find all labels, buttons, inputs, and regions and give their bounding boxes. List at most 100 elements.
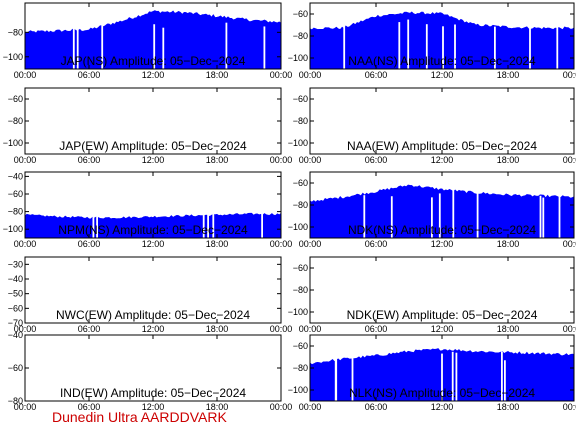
signal-dropout — [202, 197, 205, 238]
signal-series — [310, 348, 574, 401]
y-tick-label: −80 — [8, 207, 23, 217]
x-tick-label: 06:00 — [365, 402, 388, 412]
y-tick-label: −80 — [8, 116, 23, 126]
x-tick-label: 12:00 — [431, 324, 454, 334]
signal-dropout — [261, 192, 263, 238]
x-tick-label: 18:00 — [497, 239, 520, 249]
signal-series — [25, 10, 281, 69]
signal-dropout — [452, 190, 455, 238]
y-tick-label: −80 — [8, 396, 23, 406]
plot-area — [25, 257, 281, 323]
x-tick-label: 00:00 — [563, 324, 576, 334]
signal-dropout — [343, 21, 346, 69]
panel-title: NPM(NS) Amplitude: 05−Dec−2024 — [58, 223, 248, 237]
x-tick-label: 00:00 — [270, 324, 293, 334]
x-tick-label: 00:00 — [270, 70, 293, 80]
x-tick-label: 12:00 — [431, 70, 454, 80]
panel-title: NLK(NS) Amplitude: 05−Dec−2024 — [349, 386, 535, 400]
plot-area — [25, 88, 281, 154]
signal-dropout — [263, 26, 266, 69]
signal-dropout — [425, 24, 428, 69]
y-tick-label: −100 — [288, 222, 308, 232]
signal-dropout — [438, 193, 441, 238]
y-tick-label: −60 — [293, 9, 308, 19]
y-tick-label: −60 — [293, 94, 308, 104]
x-tick-label: 00:00 — [563, 155, 576, 165]
signal-dropout — [476, 192, 479, 238]
signal-dropout — [529, 24, 531, 69]
x-tick-label: 12:00 — [142, 324, 165, 334]
panel-title: JAP(EW) Amplitude: 05−Dec−2024 — [59, 139, 247, 153]
y-tick-label: −80 — [293, 31, 308, 41]
x-tick-label: 12:00 — [142, 70, 165, 80]
signal-dropout — [207, 193, 209, 238]
y-tick-label: −60 — [8, 363, 23, 373]
signal-dropout — [225, 22, 228, 69]
x-tick-label: 18:00 — [206, 70, 229, 80]
x-tick-label: 12:00 — [142, 239, 165, 249]
x-tick-label: 12:00 — [431, 239, 454, 249]
signal-dropout — [431, 197, 433, 238]
signal-dropout — [92, 192, 95, 238]
x-tick-label: 06:00 — [78, 239, 101, 249]
panel-2: −60 −80 −100 00:00 06:00 12:00 18:00 00:00 NAA(N… — [288, 2, 576, 80]
x-tick-label: 00:00 — [563, 239, 576, 249]
y-tick-label: −50 — [8, 289, 23, 299]
signal-dropout — [212, 195, 215, 238]
chart-panels: −80 −100 00:00 06:00 12:00 18:00 00:00 JAP(NS) … — [3, 2, 576, 412]
y-tick-label: −100 — [288, 138, 308, 148]
panel-4: −60 −80 −100 00:00 06:00 12:00 18:00 00:00 NAA(E… — [288, 87, 576, 165]
x-tick-label: 00:00 — [14, 155, 37, 165]
x-tick-label: 12:00 — [431, 402, 454, 412]
x-tick-label: 12:00 — [142, 155, 165, 165]
y-tick-label: −80 — [8, 27, 23, 37]
x-tick-label: 00:00 — [299, 402, 322, 412]
y-tick-label: −100 — [288, 385, 308, 395]
x-tick-label: 18:00 — [497, 324, 520, 334]
panel-title: NDK(EW) Amplitude: 05−Dec−2024 — [347, 308, 538, 322]
panel-title: NWC(EW) Amplitude: 05−Dec−2024 — [56, 308, 250, 322]
signal-dropout — [390, 196, 393, 238]
x-tick-label: 06:00 — [78, 324, 101, 334]
signal-dropout — [454, 24, 456, 69]
signal-dropout — [398, 22, 401, 69]
signal-dropout — [455, 352, 458, 401]
x-tick-label: 06:00 — [365, 155, 388, 165]
y-tick-label: −80 — [293, 285, 308, 295]
signal-dropout — [556, 26, 559, 69]
y-tick-label: −40 — [8, 171, 23, 181]
signal-dropout — [407, 19, 410, 69]
signal-dropout — [558, 194, 561, 238]
x-tick-label: 00:00 — [270, 239, 293, 249]
x-tick-label: 00:00 — [299, 70, 322, 80]
panel-title: JAP(NS) Amplitude: 05−Dec−2024 — [61, 54, 246, 68]
x-tick-label: 18:00 — [497, 70, 520, 80]
x-tick-label: 12:00 — [142, 402, 165, 412]
x-tick-label: 00:00 — [299, 324, 322, 334]
x-tick-label: 00:00 — [14, 70, 37, 80]
panel-8: −60 −80 −100 00:00 06:00 12:00 18:00 00:00 NDK(E… — [288, 256, 576, 334]
panel-5: −40 −60 −80 −100 00:00 06:00 12:00 18:00 00:00 NP… — [3, 171, 293, 249]
signal-dropout — [441, 353, 443, 401]
signal-fill — [310, 11, 574, 69]
x-tick-label: 18:00 — [497, 155, 520, 165]
x-tick-label: 00:00 — [563, 70, 576, 80]
x-tick-label: 00:00 — [563, 402, 576, 412]
signal-dropout — [542, 197, 545, 238]
signal-dropout — [101, 22, 104, 69]
signal-dropout — [96, 192, 98, 238]
x-tick-label: 12:00 — [431, 155, 454, 165]
signal-series — [25, 192, 281, 238]
signal-dropout — [162, 27, 165, 69]
signal-dropout — [363, 195, 366, 238]
panel-10: −60 −80 −100 00:00 06:00 12:00 18:00 00:00 NLK(N… — [288, 334, 576, 412]
y-tick-label: −100 — [288, 53, 308, 63]
signal-dropout — [504, 360, 506, 401]
y-tick-label: −30 — [8, 259, 23, 269]
y-tick-label: −60 — [293, 341, 308, 351]
x-tick-label: 06:00 — [78, 402, 101, 412]
plot-area — [310, 88, 574, 154]
